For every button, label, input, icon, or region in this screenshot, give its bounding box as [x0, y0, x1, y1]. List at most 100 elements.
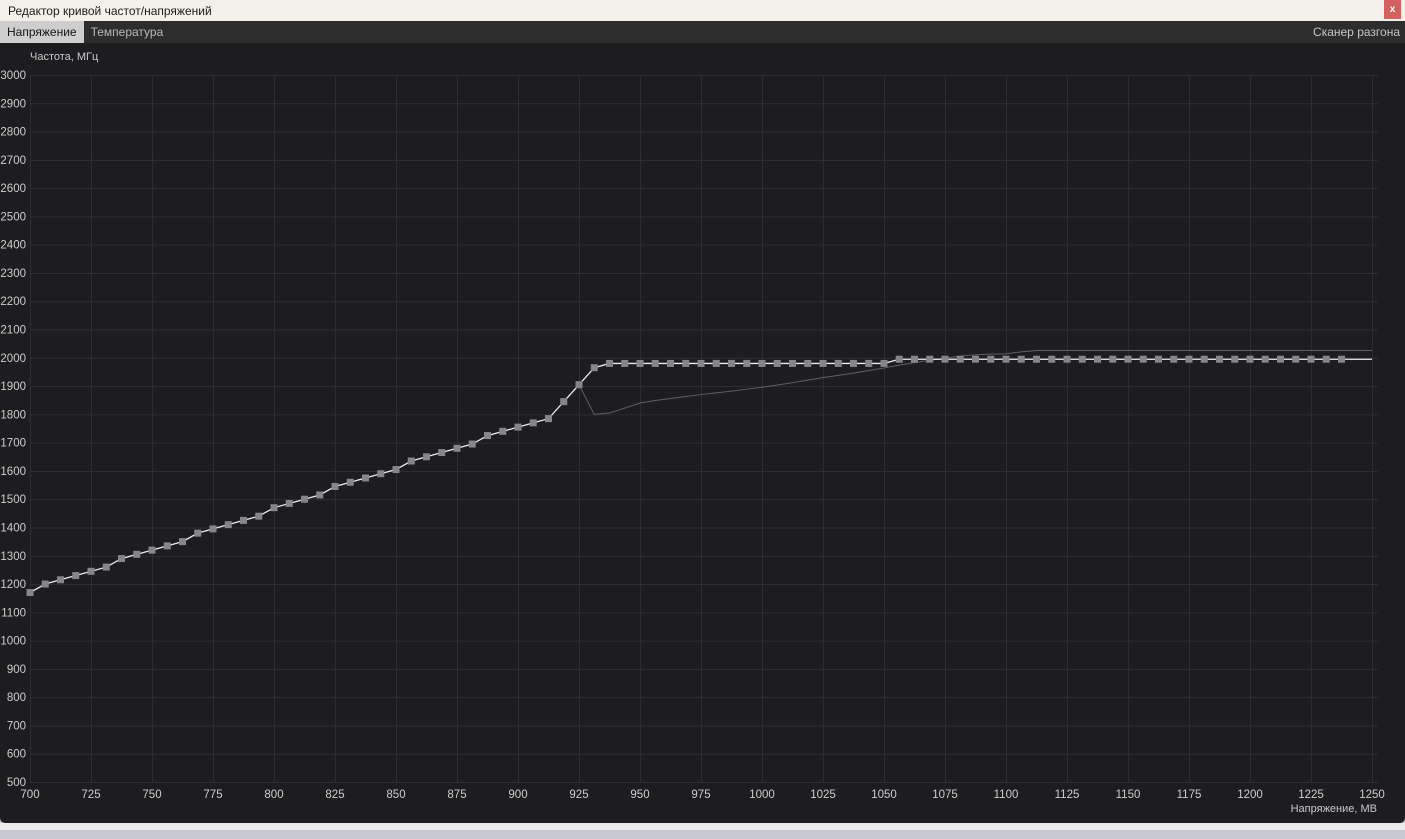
- curve-point[interactable]: [545, 415, 552, 423]
- curve-point[interactable]: [194, 529, 202, 537]
- curve-point[interactable]: [1307, 355, 1315, 363]
- curve-point[interactable]: [87, 567, 95, 575]
- curve-point[interactable]: [804, 359, 812, 367]
- close-button[interactable]: x: [1384, 0, 1401, 19]
- curve-point[interactable]: [1170, 355, 1178, 363]
- curve-point[interactable]: [224, 521, 232, 529]
- oc-scanner-button[interactable]: Сканер разгона: [1308, 21, 1405, 43]
- curve-point[interactable]: [1002, 355, 1010, 363]
- y-tick-label: 2500: [0, 211, 26, 223]
- curve-point[interactable]: [758, 359, 766, 367]
- curve-point[interactable]: [621, 359, 629, 367]
- curve-point[interactable]: [819, 359, 827, 367]
- x-tick-label: 1200: [1237, 789, 1263, 801]
- tab-voltage[interactable]: Напряжение: [0, 21, 84, 43]
- curve-point[interactable]: [590, 364, 598, 372]
- curve-point[interactable]: [1261, 355, 1269, 363]
- curve-point[interactable]: [118, 555, 125, 563]
- curve-point[interactable]: [1322, 355, 1330, 363]
- curve-point[interactable]: [133, 550, 141, 558]
- curve-point[interactable]: [179, 538, 186, 546]
- curve-point[interactable]: [743, 359, 751, 367]
- curve-point[interactable]: [148, 546, 156, 554]
- curve-point[interactable]: [1063, 355, 1071, 363]
- curve-point[interactable]: [270, 504, 278, 512]
- curve-point[interactable]: [1017, 355, 1025, 363]
- curve-point[interactable]: [453, 444, 461, 452]
- curve-point[interactable]: [1200, 355, 1208, 363]
- curve-point[interactable]: [514, 423, 522, 431]
- curve-point[interactable]: [163, 542, 171, 550]
- curve-point[interactable]: [1216, 355, 1223, 363]
- curve-point[interactable]: [1338, 355, 1345, 363]
- vf-chart-svg[interactable]: 500 600 700 800 900 1000 1100 1200 1300 1400 1500 1…: [0, 43, 1405, 823]
- curve-point[interactable]: [1185, 355, 1193, 363]
- curve-point[interactable]: [1292, 355, 1300, 363]
- curve-point[interactable]: [362, 474, 369, 482]
- curve-point[interactable]: [102, 563, 110, 571]
- curve-point[interactable]: [697, 359, 705, 367]
- curve-point[interactable]: [346, 478, 354, 486]
- curve-point[interactable]: [377, 470, 385, 478]
- curve-point[interactable]: [712, 359, 720, 367]
- curve-point[interactable]: [484, 432, 491, 440]
- curve-point[interactable]: [26, 589, 34, 597]
- curve-point[interactable]: [392, 466, 400, 474]
- curve-point[interactable]: [667, 359, 674, 367]
- curve-point[interactable]: [850, 359, 857, 367]
- curve-point[interactable]: [1078, 355, 1086, 363]
- curve-point[interactable]: [316, 491, 324, 499]
- curve-point[interactable]: [285, 499, 293, 507]
- y-tick-label: 3000: [0, 70, 26, 82]
- curve-point[interactable]: [560, 398, 568, 406]
- curve-point[interactable]: [956, 355, 964, 363]
- curve-point[interactable]: [728, 359, 735, 367]
- x-tick-label: 1225: [1298, 789, 1324, 801]
- y-tick-label: 2300: [0, 268, 26, 280]
- curve-point[interactable]: [331, 482, 339, 490]
- curve-point[interactable]: [1155, 355, 1162, 363]
- curve-point[interactable]: [499, 427, 507, 435]
- curve-point[interactable]: [834, 359, 842, 367]
- curve-point[interactable]: [926, 355, 934, 363]
- y-tick-label: 2600: [0, 183, 26, 195]
- curve-point[interactable]: [789, 359, 796, 367]
- curve-point[interactable]: [636, 359, 644, 367]
- curve-point[interactable]: [1048, 355, 1056, 363]
- curve-point[interactable]: [240, 516, 247, 524]
- curve-point[interactable]: [895, 355, 903, 363]
- curve-point[interactable]: [209, 525, 217, 533]
- y-tick-label: 700: [7, 720, 26, 732]
- y-tick-label: 1600: [0, 466, 26, 478]
- curve-point[interactable]: [407, 457, 415, 465]
- curve-point[interactable]: [529, 419, 537, 427]
- curve-point[interactable]: [865, 359, 873, 367]
- curve-point[interactable]: [911, 355, 918, 363]
- curve-point[interactable]: [972, 355, 979, 363]
- curve-point[interactable]: [1094, 355, 1101, 363]
- curve-point[interactable]: [72, 572, 80, 580]
- curve-point[interactable]: [255, 512, 263, 520]
- curve-point[interactable]: [468, 440, 476, 448]
- curve-point[interactable]: [651, 359, 659, 367]
- curve-point[interactable]: [1246, 355, 1254, 363]
- curve-point[interactable]: [606, 359, 613, 367]
- curve-point[interactable]: [987, 355, 995, 363]
- curve-point[interactable]: [1277, 355, 1284, 363]
- curve-point[interactable]: [941, 355, 949, 363]
- curve-point[interactable]: [682, 359, 690, 367]
- curve-point[interactable]: [1124, 355, 1132, 363]
- curve-point[interactable]: [1231, 355, 1239, 363]
- curve-point[interactable]: [1033, 355, 1040, 363]
- curve-point[interactable]: [41, 580, 49, 588]
- curve-point[interactable]: [301, 495, 308, 503]
- curve-point[interactable]: [575, 381, 583, 389]
- curve-point[interactable]: [1109, 355, 1117, 363]
- tab-temperature[interactable]: Температура: [84, 21, 171, 43]
- curve-point[interactable]: [438, 449, 446, 457]
- curve-point[interactable]: [880, 359, 888, 367]
- curve-point[interactable]: [1139, 355, 1147, 363]
- curve-point[interactable]: [773, 359, 781, 367]
- curve-point[interactable]: [57, 576, 64, 584]
- curve-point[interactable]: [423, 453, 430, 461]
